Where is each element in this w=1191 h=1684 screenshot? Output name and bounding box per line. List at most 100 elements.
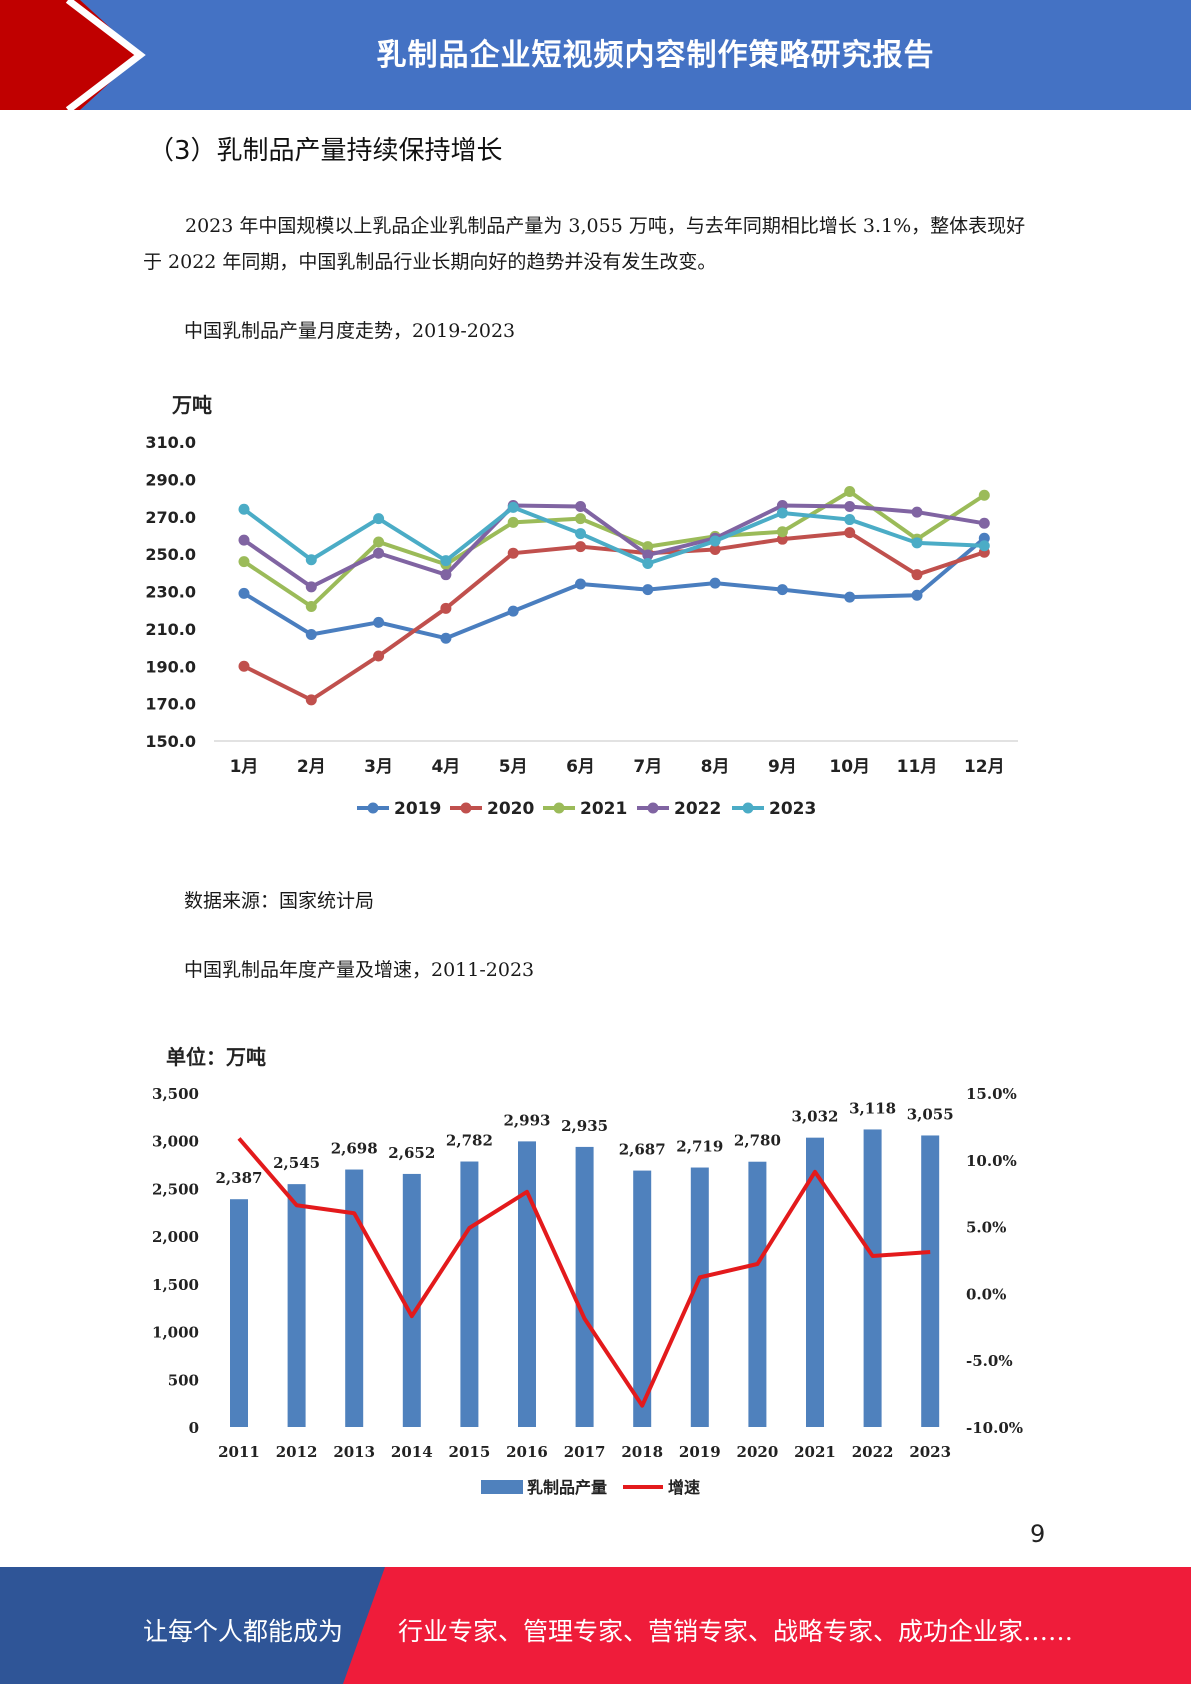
- chart1-data-point-2019: [642, 584, 654, 596]
- chart1-data-point-2019: [373, 616, 385, 628]
- chart1-data-point-2020: [844, 527, 856, 539]
- chart2-bar: [402, 1173, 421, 1427]
- body-paragraph: 2023 年中国规模以上乳品企业乳制品产量为 3,055 万吨，与去年同期相比增…: [143, 215, 1026, 273]
- source-note: 数据来源：国家统计局: [184, 890, 375, 912]
- chart1-data-point-2019: [507, 605, 519, 617]
- chart2-bar-value-label: 3,118: [849, 1099, 896, 1117]
- chart1-data-point-2022: [575, 500, 586, 512]
- chart2-x-tick-label: 2020: [737, 1443, 779, 1461]
- footer-slogan-left: 让每个人都能成为: [143, 1617, 344, 1646]
- chart2-bar-value-label: 2,545: [273, 1154, 320, 1172]
- chart2-x-tick-label: 2017: [564, 1443, 606, 1461]
- chart1-data-point-2023: [238, 503, 250, 515]
- chart2-bar: [230, 1199, 248, 1427]
- chart2-bar: [633, 1170, 652, 1427]
- chart1-x-tick-label: 9月: [768, 757, 797, 777]
- chart1-data-point-2019: [911, 589, 923, 601]
- chart1-data-point-2022: [911, 506, 923, 518]
- chart2-left-tick-label: 1,000: [152, 1324, 199, 1342]
- chart1-series-line-2023: [242, 505, 985, 566]
- chart2-bar: [575, 1146, 594, 1427]
- chart1-data-point-2020: [305, 694, 317, 706]
- chart1-data-point-2021: [776, 526, 788, 538]
- chart2-legend-label: 乳制品产量: [527, 1478, 607, 1497]
- chart1-data-point-2019: [238, 587, 250, 599]
- chart1-data-point-2023: [507, 501, 519, 513]
- chart1-data-point-2022: [238, 534, 250, 546]
- footer-blue-shape: [0, 1567, 385, 1684]
- chart2-bar-value-label: 2,652: [388, 1144, 435, 1162]
- chart2-x-tick-label: 2015: [449, 1443, 491, 1461]
- chart1-data-point-2023: [373, 513, 385, 525]
- chart1-data-point-2021: [507, 516, 519, 528]
- chart1-series-line-2022: [242, 503, 985, 589]
- chart2-legend-bar-swatch: [481, 1480, 523, 1494]
- chart1-x-tick-label: 6月: [566, 757, 595, 777]
- section-heading: （3）乳制品产量持续保持增长: [148, 136, 503, 166]
- chart1-data-point-2023: [776, 507, 788, 519]
- chart2-x-tick-label: 2012: [276, 1443, 318, 1461]
- page-number: 9: [1030, 1520, 1046, 1548]
- chart1-y-tick-label: 270.0: [145, 508, 196, 527]
- chart1-y-tick-label: 150.0: [145, 732, 196, 751]
- chart2-x-tick-label: 2014: [391, 1443, 433, 1461]
- chart1-x-tick-label: 12月: [964, 757, 1005, 777]
- chart1-data-point-2020: [440, 602, 452, 614]
- chart2-x-tick-label: 2019: [679, 1443, 721, 1461]
- chart2-bar: [287, 1184, 306, 1427]
- chart1-data-point-2020: [373, 650, 385, 662]
- chart2-left-tick-label: 2,000: [152, 1228, 199, 1246]
- chart1-data-point-2022: [642, 549, 654, 561]
- report-title: 乳制品企业短视频内容制作策略研究报告: [376, 38, 935, 73]
- header-bar: 乳制品企业短视频内容制作策略研究报告: [0, 0, 1191, 110]
- chart1-data-point-2021: [844, 486, 856, 498]
- chart2-bar: [921, 1135, 940, 1427]
- chart2-bar-value-label: 2,698: [331, 1140, 378, 1158]
- chart1-y-tick-label: 290.0: [145, 470, 196, 489]
- chart1-data-point-2023: [305, 554, 317, 566]
- chart1-data-point-2023: [440, 555, 452, 567]
- chart2-bar: [690, 1167, 709, 1427]
- chart1-legend-label: 2021: [580, 799, 627, 819]
- chart1-legend-marker-2021: [553, 802, 565, 814]
- chart1-data-point-2019: [305, 628, 317, 640]
- chart2-right-tick-label: 10.0%: [966, 1152, 1017, 1170]
- chart1-legend-marker-2019: [367, 802, 379, 814]
- chart2-x-tick-label: 2022: [852, 1443, 894, 1461]
- chart1-x-tick-label: 3月: [364, 757, 393, 777]
- chart1-y-tick-label: 230.0: [145, 583, 196, 602]
- chart1-x-tick-label: 10月: [829, 757, 870, 777]
- chart1-series-line-2019: [242, 536, 986, 641]
- chart1-data-point-2020: [238, 660, 250, 672]
- chart2-x-tick-label: 2021: [794, 1443, 836, 1461]
- chart1-data-point-2022: [978, 517, 990, 529]
- chart2-x-tick-label: 2011: [218, 1443, 260, 1461]
- chart2-bar: [460, 1161, 479, 1427]
- chart1-y-unit-label: 万吨: [171, 393, 212, 417]
- chart2-bar: [345, 1169, 364, 1427]
- chart2-right-tick-label: 15.0%: [966, 1085, 1017, 1103]
- chart2-bar-value-label: 2,935: [561, 1117, 608, 1135]
- chart1-x-tick-label: 2月: [297, 757, 326, 777]
- chart1-data-point-2021: [978, 489, 990, 501]
- chart1-data-point-2023: [978, 540, 990, 552]
- chart1-data-point-2019: [575, 578, 586, 590]
- chart1-data-point-2020: [507, 547, 519, 559]
- chart1-legend-marker-2023: [742, 802, 754, 814]
- chart1-data-point-2022: [373, 547, 385, 559]
- chart2-left-tick-label: 500: [168, 1371, 199, 1389]
- chart1-data-point-2023: [642, 557, 654, 569]
- chart2-right-tick-label: 0.0%: [966, 1285, 1006, 1303]
- chart1-y-tick-label: 250.0: [145, 545, 196, 564]
- chart2-left-tick-label: 3,000: [152, 1133, 199, 1151]
- chart2-x-tick-label: 2016: [506, 1443, 548, 1461]
- chart1-data-point-2021: [642, 541, 654, 553]
- chart1-x-tick-label: 1月: [230, 757, 259, 777]
- chart2-caption: 中国乳制品年度产量及增速，2011-2023: [184, 959, 535, 981]
- chart2-left-tick-label: 1,500: [152, 1276, 199, 1294]
- chart1-legend-label: 2020: [487, 799, 534, 819]
- chart1-data-point-2020: [911, 569, 923, 581]
- chart1-data-point-2023: [844, 514, 856, 526]
- chart2-bar-value-label: 2,782: [446, 1132, 493, 1150]
- chart1-data-point-2019: [776, 584, 788, 596]
